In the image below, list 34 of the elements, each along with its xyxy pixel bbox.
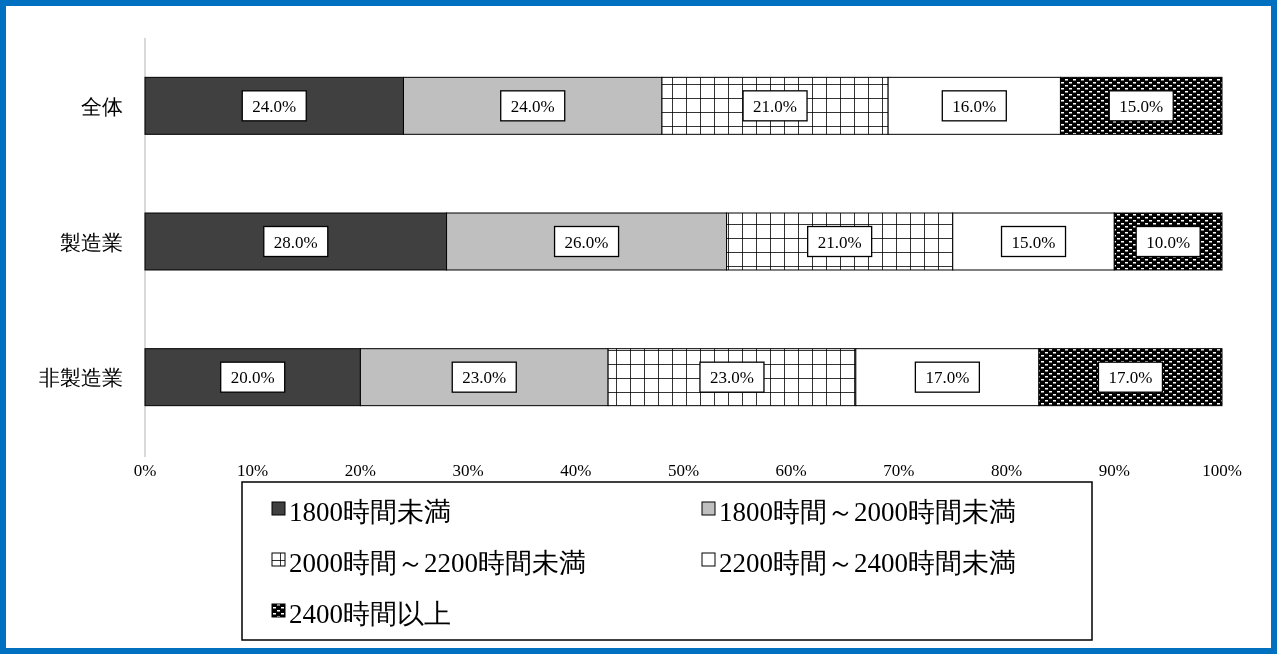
legend-label: 2400時間以上: [289, 599, 451, 629]
x-tick-label: 10%: [237, 461, 269, 480]
data-label: 15.0%: [1119, 96, 1164, 116]
data-label: 17.0%: [925, 368, 970, 388]
x-tick-label: 60%: [775, 461, 807, 480]
data-label: 15.0%: [1011, 232, 1056, 252]
y-tick-label: 製造業: [60, 230, 123, 255]
data-label: 23.0%: [710, 368, 754, 388]
data-label: 20.0%: [230, 368, 275, 388]
x-tick-label: 100%: [1202, 461, 1242, 480]
data-label: 23.0%: [462, 368, 507, 388]
legend-label: 2000時間～2200時間未満: [289, 548, 586, 578]
x-tick-label: 50%: [667, 461, 700, 480]
y-tick-label: 非製造業: [39, 366, 123, 391]
data-label: 17.0%: [1108, 368, 1153, 388]
x-tick-label: 20%: [344, 461, 376, 480]
x-tick-label: 80%: [991, 461, 1023, 480]
x-tick-label: 30%: [452, 461, 484, 480]
data-label: 24.0%: [252, 96, 297, 116]
data-label: 28.0%: [273, 232, 318, 252]
y-tick-label: 全体: [81, 94, 123, 119]
legend-label: 1800時間～2000時間未満: [719, 497, 1016, 527]
data-label: 21.0%: [753, 96, 798, 116]
data-label: 10.0%: [1146, 232, 1191, 252]
data-label: 16.0%: [952, 96, 997, 116]
legend-label: 1800時間未満: [289, 497, 451, 527]
x-tick-label: 40%: [560, 461, 592, 480]
data-label: 24.0%: [510, 96, 555, 116]
x-tick-label: 70%: [883, 461, 915, 480]
data-label: 26.0%: [564, 232, 609, 252]
x-tick-label: 0%: [133, 461, 157, 480]
legend-label: 2200時間～2400時間未満: [719, 548, 1016, 578]
data-label: 21.0%: [817, 232, 862, 252]
x-tick-label: 90%: [1098, 461, 1130, 480]
